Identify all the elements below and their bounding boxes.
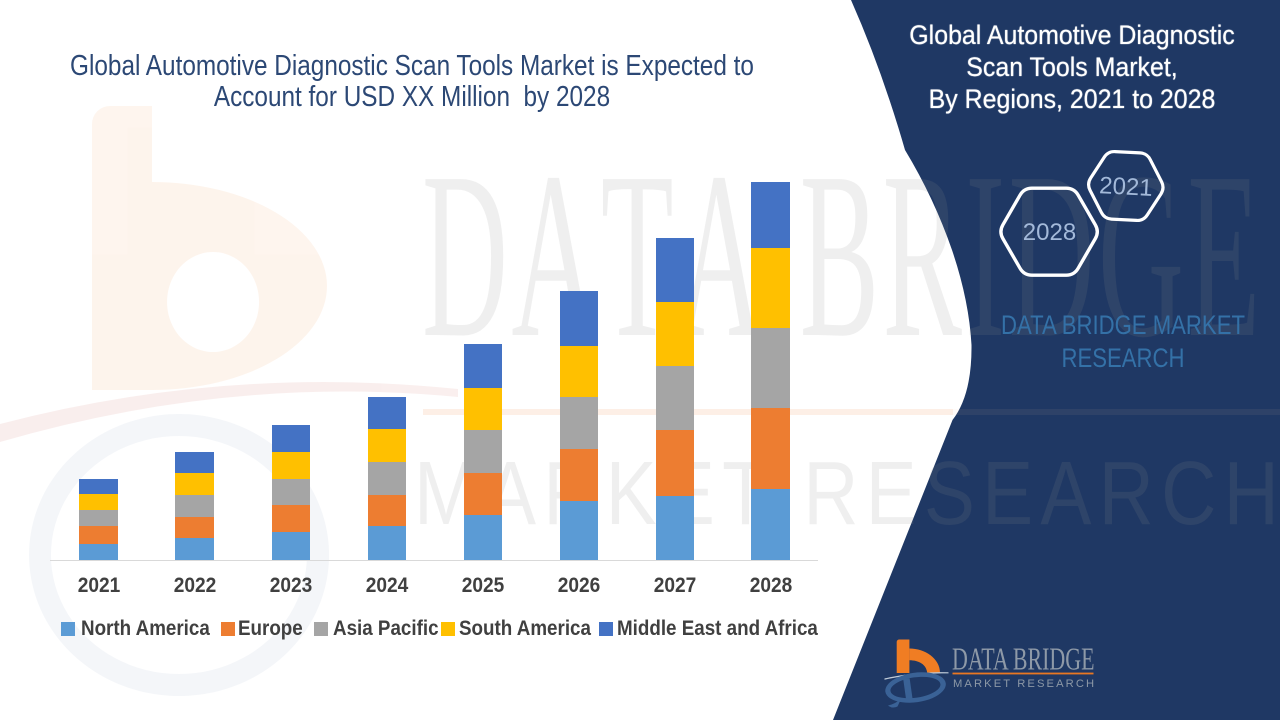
svg-text:2028: 2028 bbox=[1023, 219, 1076, 246]
svg-text:DATA BRIDGE: DATA BRIDGE bbox=[952, 641, 1094, 676]
svg-text:MARKET RESEARCH: MARKET RESEARCH bbox=[414, 442, 1280, 543]
svg-text:2021: 2021 bbox=[1099, 172, 1154, 202]
svg-text:MARKET RESEARCH: MARKET RESEARCH bbox=[953, 678, 1096, 690]
